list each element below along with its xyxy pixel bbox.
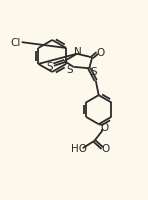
Text: O: O: [96, 48, 104, 58]
Text: O: O: [101, 122, 109, 132]
Text: O: O: [101, 143, 110, 153]
Text: S: S: [90, 67, 97, 77]
Text: Cl: Cl: [11, 38, 21, 48]
Text: S: S: [66, 65, 73, 75]
Text: S: S: [47, 62, 53, 71]
Text: HO: HO: [71, 143, 87, 153]
Text: N: N: [74, 46, 82, 56]
